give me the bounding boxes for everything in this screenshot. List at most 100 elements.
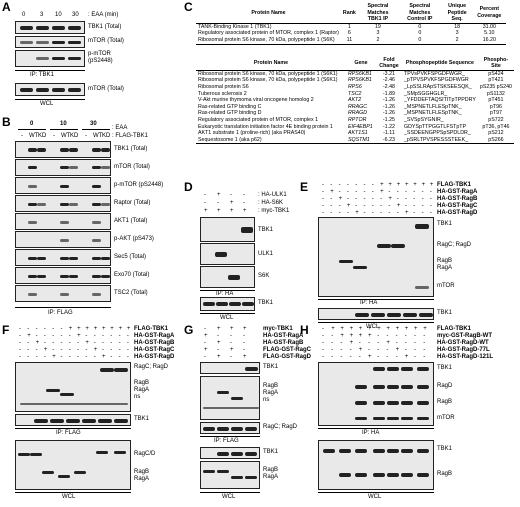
row-g-2: RagC; RagD (263, 424, 298, 430)
f-sign: - (68, 340, 71, 346)
f-sign: - (68, 333, 71, 339)
e-sign: - (388, 189, 391, 195)
f-sign: - (102, 333, 104, 339)
cond-d-2: : myc-TBK1 (258, 208, 290, 214)
h-sign: - (423, 340, 426, 346)
h-sign: + (349, 333, 354, 339)
d-sign: - (230, 192, 232, 198)
h-condition-label: HA-GST-RagD-WT (437, 340, 489, 346)
blot-a-pmtor (15, 50, 85, 67)
f-sign: - (35, 354, 38, 360)
h-sign: - (349, 354, 352, 360)
blot-b-stack (15, 141, 111, 303)
h-sign: + (331, 326, 335, 332)
h-sign: - (358, 354, 361, 360)
f-sign: - (93, 333, 96, 339)
f-sign: - (43, 333, 46, 339)
f-sign: - (43, 354, 46, 360)
f-sign: - (60, 347, 63, 353)
e-sign: + (388, 196, 392, 202)
f-sign: - (93, 340, 96, 346)
h-sign: - (331, 347, 334, 353)
e-sign: - (413, 196, 416, 202)
f-sign: - (52, 326, 55, 332)
row-f-2: TBK1 (134, 416, 150, 422)
group-0: 0 (30, 121, 34, 127)
h-sign: + (340, 326, 344, 332)
f-sign: - (19, 340, 21, 346)
table-row: Ribosomal protein S6 kinase, 70 kDa, pol… (198, 70, 504, 77)
phospho-table: Protein Name Gene Fold Change Phosphopep… (196, 57, 514, 145)
d-sign: - (204, 200, 206, 206)
th-c-bot-3: Phosphopeptide Sequence (405, 59, 474, 66)
d-sign: + (204, 208, 208, 214)
panel-c: Protein Name Rank Spectral Matches TBK1 … (196, 3, 518, 144)
panel-label-a: A (2, 0, 11, 14)
phospho-table-body: Ribosomal protein S6 kinase, 70 kDa, pol… (196, 70, 514, 144)
h-sign: + (349, 326, 354, 332)
row-h-0: TBK1 (437, 365, 453, 371)
h-sign: - (404, 340, 407, 346)
wcl-d: WCL (220, 315, 234, 321)
blot-g-tbk1-wcl (200, 447, 260, 459)
g-sign: - (204, 326, 206, 332)
panel-label-g: G (184, 323, 194, 337)
e-sign: - (330, 196, 333, 202)
g-sign: + (217, 326, 221, 332)
f-sign: - (35, 347, 38, 353)
wcl-g: WCL (222, 494, 236, 500)
ip-d: IP: HA (216, 291, 234, 297)
e-condition-label: FLAG-TBK1 (437, 182, 471, 188)
e-sign: - (330, 203, 333, 209)
wcl-f: WCL (62, 494, 76, 500)
e-sign: - (363, 203, 366, 209)
h-sign: - (368, 347, 370, 353)
h-sign: + (377, 326, 381, 332)
g-sign: - (204, 354, 206, 360)
lane-b-0: - (21, 133, 23, 139)
blot-a-mtor (15, 36, 85, 48)
e-sign: - (396, 196, 399, 202)
row-d-0: TBK1 (258, 227, 274, 233)
h-sign: - (377, 354, 380, 360)
g-condition-label: HA-GST-RagB (263, 340, 304, 346)
blot-a-tbk1 (15, 21, 85, 34)
h-sign: - (322, 354, 324, 360)
lane-b-3: - (53, 133, 55, 139)
g-sign: - (243, 333, 245, 339)
e-sign: - (363, 189, 366, 195)
th-c-bot-2: Fold Change (379, 56, 399, 70)
h-sign: + (423, 326, 427, 332)
ip-h: IP: HA (362, 430, 380, 436)
row-a-tbk1: TBK1 (Total) (88, 24, 122, 30)
ip-f: IP: FLAG (56, 430, 81, 436)
f-sign: - (77, 354, 80, 360)
row-a-mtor: mTOR (Total) (88, 38, 124, 44)
f-sign: - (35, 326, 38, 332)
e-condition-label: HA-GST-RagD (437, 210, 478, 216)
g-condition-label: FLAG-GST-RagD (263, 354, 311, 360)
f-sign: - (19, 333, 21, 339)
cond-d-1: : HA-S6K (258, 200, 284, 206)
f-condition-label: HA-GST-RagB (134, 340, 175, 346)
f-sign: - (43, 340, 46, 346)
row-e-2: RagB RagA (437, 258, 453, 271)
table-row: AKT1 substrate 1 (proline-rich) (aka PRA… (198, 130, 504, 137)
e-sign: + (413, 182, 417, 188)
e-sign: - (330, 210, 333, 216)
e-sign: - (396, 210, 399, 216)
h-sign: - (322, 333, 324, 339)
g-sign: + (204, 347, 208, 353)
d-sign: + (230, 208, 234, 214)
h-sign: - (340, 340, 343, 346)
table-row: Ribosomal protein S6 kinase, 70 kDa, pol… (198, 77, 504, 84)
f-sign: + (85, 326, 89, 332)
f-sign: - (126, 333, 129, 339)
h-sign: + (386, 326, 390, 332)
h-sign: - (423, 347, 426, 353)
blot-d-stack (200, 217, 255, 311)
lane-b-2: KD (38, 133, 47, 139)
g-sign: + (243, 354, 247, 360)
f-sign: - (60, 354, 63, 360)
e-sign: - (421, 196, 424, 202)
